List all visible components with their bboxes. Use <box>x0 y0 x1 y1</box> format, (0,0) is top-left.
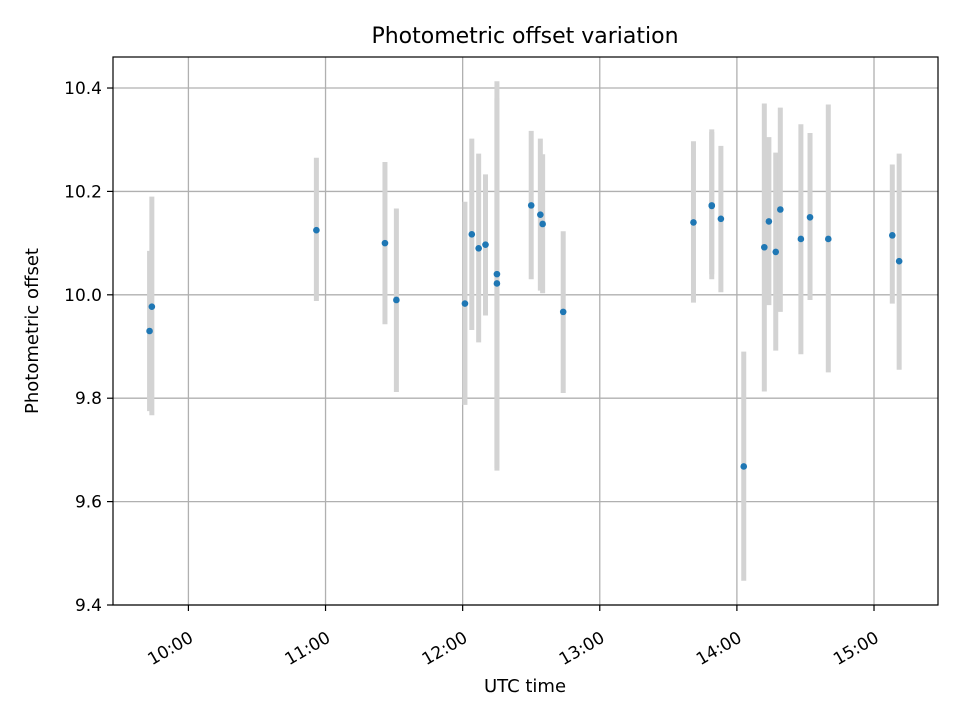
data-point <box>393 296 400 304</box>
data-point <box>895 257 903 265</box>
data-point <box>468 231 476 238</box>
data-point <box>313 226 320 234</box>
data-point <box>482 241 489 248</box>
data-point <box>148 303 156 311</box>
data-point <box>146 327 153 335</box>
y-tick-label: 10.2 <box>64 182 102 202</box>
chart-title: Photometric offset variation <box>371 24 678 49</box>
data-point <box>475 244 482 252</box>
y-tick-label: 9.6 <box>75 493 102 513</box>
data-point <box>493 280 501 287</box>
data-point <box>527 202 535 209</box>
data-point <box>825 235 832 243</box>
data-point <box>708 202 716 209</box>
plot-frame <box>112 56 939 606</box>
data-point <box>493 270 501 278</box>
data-point <box>772 248 780 256</box>
data-point <box>777 206 784 213</box>
data-point <box>765 218 773 225</box>
x-axis-label: UTC time <box>484 676 566 697</box>
y-tick-label: 10.0 <box>64 286 102 306</box>
y-tick-label: 10.4 <box>64 79 102 99</box>
y-axis-label: Photometric offset <box>22 248 43 414</box>
data-point <box>797 235 805 243</box>
data-point <box>461 300 469 307</box>
data-point <box>690 219 697 226</box>
data-point <box>806 213 814 221</box>
data-point <box>537 211 544 218</box>
data-point <box>381 239 389 247</box>
data-point <box>717 215 725 223</box>
y-tick-label: 9.4 <box>75 596 102 616</box>
data-point <box>559 308 567 316</box>
data-point <box>740 463 748 470</box>
data-points <box>146 202 903 470</box>
data-point <box>539 220 546 228</box>
y-tick-label: 9.8 <box>75 389 102 409</box>
y-axis-ticks: 9.4 9.6 9.8 10.0 10.2 10.4 <box>64 79 113 616</box>
data-point <box>888 232 896 239</box>
data-point <box>761 243 768 251</box>
